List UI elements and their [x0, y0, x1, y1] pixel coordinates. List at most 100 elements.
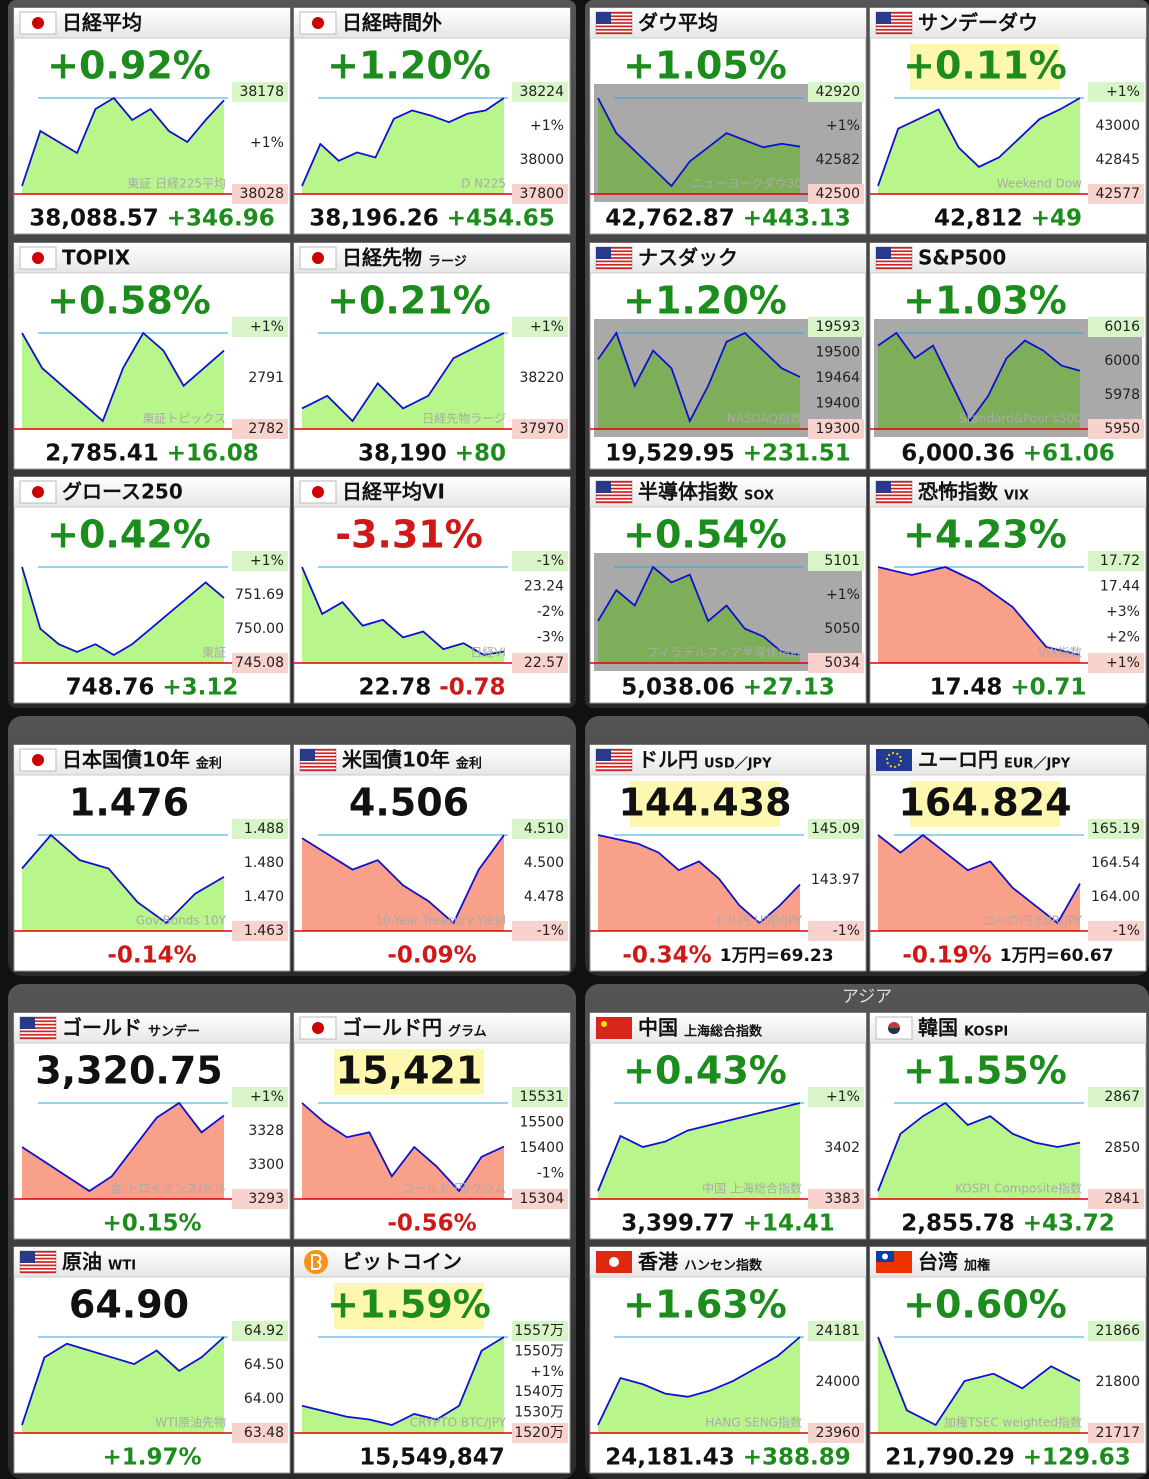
flag-dot [312, 17, 324, 29]
axis-label: 19464 [815, 370, 860, 386]
bottom-figure: +3.12 [162, 675, 238, 701]
axis-label: 38224 [519, 84, 564, 100]
bottom-figure: 15,549,847 [359, 1445, 505, 1471]
card-title: 原油 [62, 1250, 102, 1274]
flag-stripe [596, 769, 632, 771]
bottom-figure: +27.13 [743, 675, 835, 701]
axis-label: +1% [1106, 84, 1140, 100]
flag-stripe [596, 497, 632, 500]
flag [596, 1017, 632, 1039]
card: S&P500 Standard&Poor's500 6016 6000 5978 5950… [869, 242, 1147, 470]
bottom-figure: 5,038.06 [621, 675, 735, 701]
card-header [870, 477, 1146, 507]
label-bg [232, 1423, 288, 1443]
flag-stripe [20, 1033, 56, 1036]
flag-stripe [596, 752, 632, 755]
flag-stripe [876, 263, 912, 266]
highlight [910, 44, 1060, 90]
flag-dot [32, 486, 44, 498]
axis-label: 4.510 [524, 821, 564, 837]
big-figure: +1.55% [903, 1049, 1067, 1093]
price-line [597, 834, 801, 925]
flag-canton [596, 247, 611, 259]
card: TOPIX 東証トピックス +1% 2791 2782 +0.58% 2,785.41 +16… [13, 242, 291, 470]
card-header [294, 1013, 570, 1043]
bottom-figure: -0.56% [387, 1211, 476, 1237]
chart-area [878, 835, 1080, 931]
chart-area [878, 567, 1080, 663]
label-bg [808, 1087, 864, 1107]
flag-canton [876, 247, 891, 259]
big-figure: +1.63% [623, 1283, 787, 1327]
flag-stripe [20, 1257, 56, 1260]
flag-stripe [876, 501, 912, 503]
label-bg [1088, 551, 1144, 571]
price-line [877, 331, 1081, 423]
price-line [21, 566, 225, 657]
chart-label: 加権TSEC weighted指数 [944, 1415, 1082, 1430]
price-line [301, 1336, 505, 1426]
axis-label: 1550万 [514, 1343, 564, 1359]
flag-stripe [876, 25, 912, 28]
axis-label: 24000 [815, 1374, 860, 1390]
axis-label: 38220 [519, 370, 564, 386]
price-line [597, 565, 801, 656]
axis-label: 4.500 [524, 855, 564, 871]
big-figure: 15,421 [336, 1049, 483, 1093]
chart-label: Gov.Bonds 10Y [136, 914, 227, 928]
axis-label: 17.72 [1100, 553, 1140, 569]
bottom-figure: +454.65 [447, 206, 555, 232]
big-figure: +0.11% [903, 44, 1067, 88]
axis-label: 23.24 [524, 579, 564, 595]
card-header [590, 243, 866, 273]
bottom-figure: 24,181.43 [605, 1445, 735, 1471]
big-figure: +0.60% [903, 1283, 1067, 1327]
label-bg [808, 317, 864, 337]
axis-label: 2867 [1104, 1089, 1140, 1105]
bottom-figure: +388.89 [743, 1445, 851, 1471]
label-bg [232, 317, 288, 337]
label-bg [512, 819, 568, 839]
card-bg [293, 242, 571, 470]
card-subtitle: ラージ [428, 255, 467, 270]
bottom-figure: -0.34% [622, 943, 711, 969]
axis-label: 2850 [1104, 1140, 1140, 1156]
flag-stars [886, 752, 902, 768]
label-bg [808, 1321, 864, 1341]
bottom-figure: -0.19% [902, 943, 991, 969]
card: 米国債10年 金利 10-Year Treasury Yield 4.510 4.500… [293, 744, 571, 972]
chart-area [878, 1103, 1080, 1199]
card-title: 香港 [638, 1250, 679, 1274]
price-line [597, 331, 801, 424]
label-bg [232, 419, 288, 439]
flag-stripe [596, 762, 632, 765]
axis-label: -1% [1113, 923, 1140, 939]
label-bg [232, 82, 288, 102]
big-figure: 144.438 [618, 781, 791, 825]
bottom-figure: +231.51 [743, 441, 851, 467]
label-bg [808, 921, 864, 941]
card-header [14, 1013, 290, 1043]
axis-label: +1% [250, 135, 284, 151]
card-title: TOPIX [62, 246, 131, 270]
label-bg [808, 551, 864, 571]
label-bg [512, 1189, 568, 1209]
bottom-figure: +1.97% [102, 1445, 201, 1471]
price-line [301, 1102, 505, 1193]
axis-label: 751.69 [235, 587, 284, 603]
chart-area [878, 1337, 1080, 1433]
axis-label: 19500 [815, 345, 860, 361]
big-figure: +1.05% [623, 44, 787, 88]
flag-stripe [20, 1020, 56, 1023]
label-bg [512, 419, 568, 439]
flag-stripe [596, 257, 632, 259]
chart-label: WTI原油先物 [155, 1416, 226, 1430]
label-bg [512, 1087, 568, 1107]
axis-label: 1520万 [514, 1425, 564, 1441]
flag-stripe [596, 484, 632, 487]
chart-area [878, 98, 1080, 194]
flag-dot [312, 1022, 324, 1034]
card-title: 台湾 [918, 1250, 958, 1274]
label-bg [808, 653, 864, 673]
bottom-figure: +16.08 [167, 441, 259, 467]
